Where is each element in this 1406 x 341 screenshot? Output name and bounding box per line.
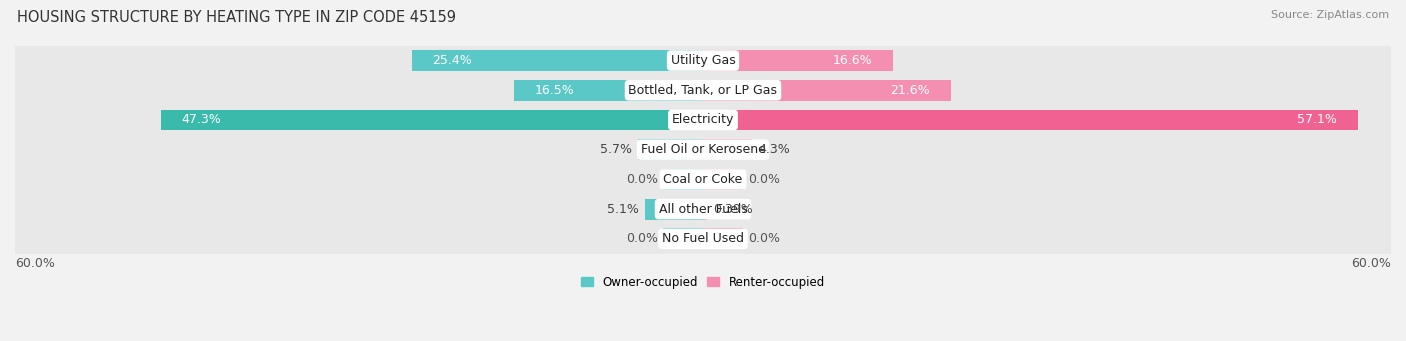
Text: 0.0%: 0.0% [748,232,780,245]
FancyBboxPatch shape [15,157,1391,202]
Text: 47.3%: 47.3% [181,114,221,127]
Text: Fuel Oil or Kerosene: Fuel Oil or Kerosene [641,143,765,156]
Text: No Fuel Used: No Fuel Used [662,232,744,245]
Text: All other Fuels: All other Fuels [658,203,748,216]
Text: 0.39%: 0.39% [713,203,754,216]
FancyBboxPatch shape [15,68,1391,113]
Text: 16.6%: 16.6% [834,54,873,67]
Bar [703,109,1358,130]
Text: Coal or Coke: Coal or Coke [664,173,742,186]
Legend: Owner-occupied, Renter-occupied: Owner-occupied, Renter-occupied [576,271,830,294]
Text: 16.5%: 16.5% [534,84,574,97]
Text: 4.3%: 4.3% [758,143,790,156]
Bar [662,169,703,190]
Bar [638,139,703,160]
Text: 0.0%: 0.0% [626,173,658,186]
Text: Electricity: Electricity [672,114,734,127]
Text: Utility Gas: Utility Gas [671,54,735,67]
Bar [644,199,703,220]
Text: 60.0%: 60.0% [15,257,55,270]
FancyBboxPatch shape [15,127,1391,173]
Bar [703,169,744,190]
Bar [703,228,744,249]
Bar [662,228,703,249]
FancyBboxPatch shape [15,186,1391,232]
Bar [703,139,752,160]
Text: 0.0%: 0.0% [748,173,780,186]
Bar [703,199,707,220]
Text: 0.0%: 0.0% [626,232,658,245]
Text: 25.4%: 25.4% [433,54,472,67]
FancyBboxPatch shape [15,38,1391,84]
Text: 5.1%: 5.1% [607,203,638,216]
Text: HOUSING STRUCTURE BY HEATING TYPE IN ZIP CODE 45159: HOUSING STRUCTURE BY HEATING TYPE IN ZIP… [17,10,456,25]
Text: 57.1%: 57.1% [1298,114,1337,127]
Bar [160,109,703,130]
Text: 5.7%: 5.7% [600,143,631,156]
Text: 21.6%: 21.6% [890,84,929,97]
Text: Bottled, Tank, or LP Gas: Bottled, Tank, or LP Gas [628,84,778,97]
Bar [412,50,703,71]
Text: Source: ZipAtlas.com: Source: ZipAtlas.com [1271,10,1389,20]
Bar [703,80,950,101]
FancyBboxPatch shape [15,216,1391,262]
Bar [703,50,893,71]
FancyBboxPatch shape [15,97,1391,143]
Text: 60.0%: 60.0% [1351,257,1391,270]
Bar [513,80,703,101]
